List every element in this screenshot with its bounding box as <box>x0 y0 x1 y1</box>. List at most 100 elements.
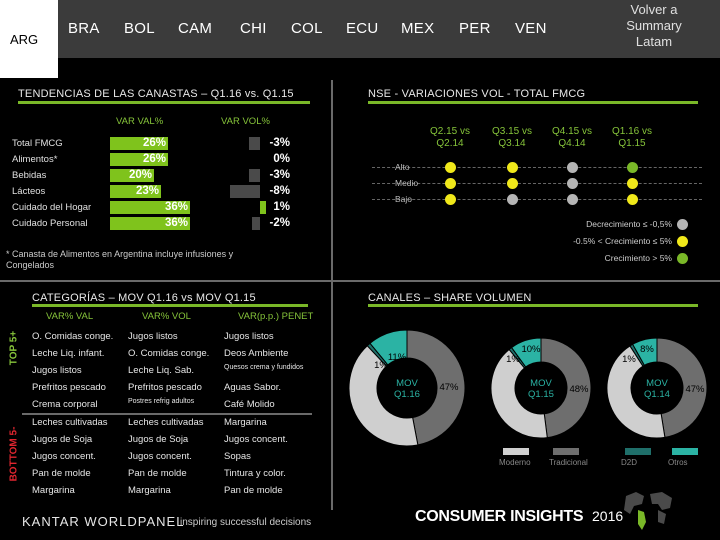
world-map-icon <box>624 492 672 530</box>
donut-slice-moderno <box>606 345 666 439</box>
donut-slice-otros <box>632 337 658 366</box>
nse-status-dot <box>507 162 518 173</box>
donut-slice-label: 41% <box>496 439 516 450</box>
nse-row-line <box>372 183 702 184</box>
baskets-col-vol: VAR VOL% <box>221 116 270 127</box>
basket-label: Alimentos* <box>12 154 58 165</box>
donut-slice-label: 47% <box>685 384 705 395</box>
basket-label: Cuidado Personal <box>12 218 88 229</box>
basket-val-bar <box>110 217 190 230</box>
basket-val-bar <box>110 201 190 214</box>
donut-slice-tradicional <box>656 337 708 438</box>
donut-slice-label: 43% <box>611 442 631 453</box>
donut-slice-tradicional <box>540 337 592 439</box>
back-to-summary-link[interactable]: Volver a Summary Latam <box>626 2 682 49</box>
basket-val-label: 36% <box>164 217 188 229</box>
baskets-title-underline <box>18 101 310 104</box>
donut-slice-label: 11% <box>388 352 407 363</box>
nse-level-label: Medio <box>395 178 419 188</box>
donut-slice-otros <box>510 337 542 368</box>
kantar-tagline: inspiring successful decisions <box>180 517 312 528</box>
channel-legend-swatch <box>625 448 651 455</box>
bottom5-label-box: BOTTOM 5- <box>4 412 24 496</box>
basket-vol-bar <box>252 217 260 230</box>
nav-tab-chi[interactable]: CHI <box>240 20 267 37</box>
nse-legend-label: Crecimiento > 5% <box>604 253 672 263</box>
nse-row-line <box>372 167 702 168</box>
nse-status-dot <box>507 194 518 205</box>
basket-val-label: 20% <box>128 169 152 181</box>
category-cell: Jugos de Soja <box>32 434 93 445</box>
nse-title: NSE - VARIACIONES VOL - TOTAL FMCG <box>368 88 586 100</box>
nav-tab-arg[interactable]: ARG <box>10 32 39 47</box>
donut-slice-label: 8% <box>640 344 654 355</box>
nse-period-header: Q1.16 vs Q1.15 <box>611 126 653 149</box>
basket-val-bar <box>110 169 154 182</box>
channel-legend-swatch <box>553 448 579 455</box>
donut-slice-label: 1% <box>506 354 520 365</box>
basket-vol-bar <box>260 201 266 214</box>
nse-row-line <box>372 199 702 200</box>
donut-slice-label: 10% <box>521 344 541 355</box>
nav-tab-bra[interactable]: BRA <box>68 20 100 37</box>
basket-vol-label: -8% <box>269 185 290 197</box>
basket-label: Bebidas <box>12 170 47 181</box>
basket-vol-label: -3% <box>269 169 290 181</box>
nav-tab-ven[interactable]: VEN <box>515 20 547 37</box>
channels-title: CANALES – SHARE VOLUMEN <box>368 292 532 304</box>
nse-status-dot <box>445 178 456 189</box>
channel-legend-label: Moderno <box>499 458 531 467</box>
top5-label-box: TOP 5+ <box>4 306 24 390</box>
consumer-insights-title: CONSUMER INSIGHTS <box>415 508 584 525</box>
category-cell: O. Comidas conge. <box>128 348 210 359</box>
category-cell: Pan de molde <box>128 468 187 479</box>
nse-status-dot <box>567 162 578 173</box>
nse-status-dot <box>627 162 638 173</box>
donut-center-label: MOV <box>530 378 552 389</box>
category-cell: Margarina <box>32 485 75 496</box>
nav-tab-bol[interactable]: BOL <box>124 20 155 37</box>
category-cell: Café Molido <box>224 399 275 410</box>
basket-vol-label: 0% <box>273 153 290 165</box>
donut-slice-label: 48% <box>569 384 589 395</box>
donut-slice-label: 1% <box>622 354 636 365</box>
category-cell: Crema corporal <box>32 399 98 410</box>
basket-val-bar <box>110 185 161 198</box>
category-cell: O. Comidas conge. <box>32 331 114 342</box>
category-cell: Margarina <box>128 485 171 496</box>
nse-status-dot <box>627 178 638 189</box>
nse-legend-dot <box>677 236 688 247</box>
category-cell: Sopas <box>224 451 251 462</box>
category-col-header: VAR% VOL <box>142 311 191 322</box>
country-nav-bar <box>0 0 720 58</box>
baskets-col-val: VAR VAL% <box>116 116 164 127</box>
donut-center-label: Q1.15 <box>528 389 554 400</box>
consumer-insights-year: 2016 <box>592 508 624 524</box>
donut-slice-label: 47% <box>439 382 459 393</box>
nav-tab-col[interactable]: COL <box>291 20 323 37</box>
nse-level-label: Bajo <box>395 194 413 204</box>
nse-legend-dot <box>677 253 688 264</box>
nav-tab-cam[interactable]: CAM <box>178 20 213 37</box>
nav-tab-mex[interactable]: MEX <box>401 20 435 37</box>
horizontal-divider <box>0 280 720 282</box>
category-cell: Leches cultivadas <box>128 417 204 428</box>
nav-tab-active-bg <box>0 0 58 78</box>
donut-center-label: Q1.14 <box>644 389 670 400</box>
donut-center-label: Q1.16 <box>394 389 420 400</box>
basket-vol-label: -3% <box>269 137 290 149</box>
nse-status-dot <box>445 194 456 205</box>
basket-val-label: 36% <box>164 201 188 213</box>
nse-period-header: Q3.15 vs Q3.14 <box>491 126 533 149</box>
basket-vol-label: -2% <box>269 217 290 229</box>
nse-status-dot <box>445 162 456 173</box>
category-cell: Leches cultivadas <box>32 417 108 428</box>
category-cell: Jugos listos <box>32 365 82 376</box>
category-cell: Jugos listos <box>224 331 274 342</box>
channels-donut-charts: 41%47%1%11%MOVQ1.1641%48%1%10%MOVQ1.1543… <box>348 329 708 467</box>
nav-tab-per[interactable]: PER <box>459 20 491 37</box>
vertical-divider <box>331 80 333 510</box>
donut-slice-moderno <box>348 345 419 447</box>
nav-tab-ecu[interactable]: ECU <box>346 20 379 37</box>
basket-vol-bar <box>249 137 260 150</box>
